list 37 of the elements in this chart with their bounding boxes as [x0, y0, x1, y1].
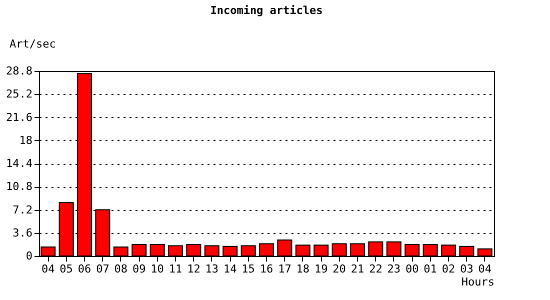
- x-tick-label: 01: [424, 262, 437, 276]
- x-tick-label: 11: [168, 262, 182, 276]
- x-tick-label: 08: [114, 262, 128, 276]
- x-tick-label: 07: [96, 262, 110, 276]
- y-tick-label: 25.2: [6, 88, 32, 101]
- x-tick-label: 22: [369, 262, 382, 276]
- x-tick-label: 10: [150, 262, 164, 276]
- y-tick-label: 0: [26, 250, 32, 262]
- y-tick-label: 18: [19, 134, 32, 147]
- x-tick-label: 21: [350, 262, 364, 276]
- x-tick-label: 09: [132, 262, 146, 276]
- y-tick-label: 10.8: [6, 180, 32, 194]
- x-tick-label: 20: [332, 262, 346, 276]
- x-tick-label: 23: [387, 262, 401, 276]
- x-tick-label: 13: [205, 262, 219, 276]
- x-axis-title: Hours: [461, 276, 494, 288]
- x-tick-label: 06: [78, 262, 92, 276]
- y-tick-label: 21.6: [6, 110, 32, 124]
- x-tick-label: 17: [278, 262, 292, 276]
- y-tick-label: 28.8: [6, 64, 32, 78]
- x-tick-label: 12: [187, 262, 200, 276]
- y-tick-label: 14.4: [6, 157, 33, 170]
- x-tick-label: 04: [478, 262, 492, 276]
- x-tick-label: 15: [242, 262, 255, 276]
- chart-title: Incoming articles: [210, 4, 323, 17]
- y-axis-title: Art/sec: [10, 38, 56, 50]
- x-tick-label: 18: [296, 262, 310, 276]
- x-tick-label: 00: [405, 262, 419, 276]
- x-tick-label: 19: [314, 262, 328, 276]
- y-tick-label: 7.2: [12, 203, 32, 216]
- x-tick-label: 03: [460, 262, 474, 276]
- x-tick-label: 02: [442, 262, 456, 276]
- x-tick-label: 05: [60, 262, 73, 276]
- x-tick-label: 14: [223, 262, 238, 276]
- x-tick-label: 16: [260, 262, 274, 276]
- y-tick-label: 3.6: [12, 226, 32, 240]
- x-tick-label: 04: [41, 262, 56, 276]
